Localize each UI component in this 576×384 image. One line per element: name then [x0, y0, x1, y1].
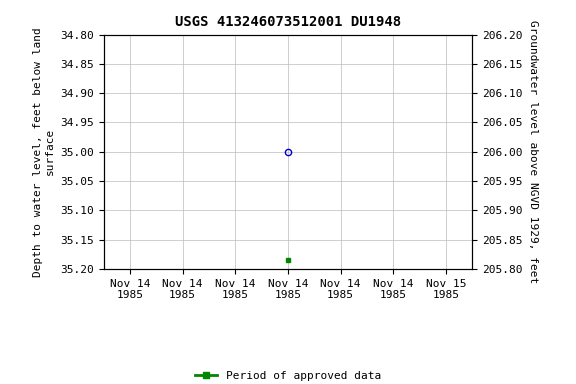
Y-axis label: Groundwater level above NGVD 1929, feet: Groundwater level above NGVD 1929, feet: [528, 20, 538, 283]
Y-axis label: Depth to water level, feet below land
surface: Depth to water level, feet below land su…: [33, 27, 55, 276]
Legend: Period of approved data: Period of approved data: [191, 366, 385, 384]
Title: USGS 413246073512001 DU1948: USGS 413246073512001 DU1948: [175, 15, 401, 29]
